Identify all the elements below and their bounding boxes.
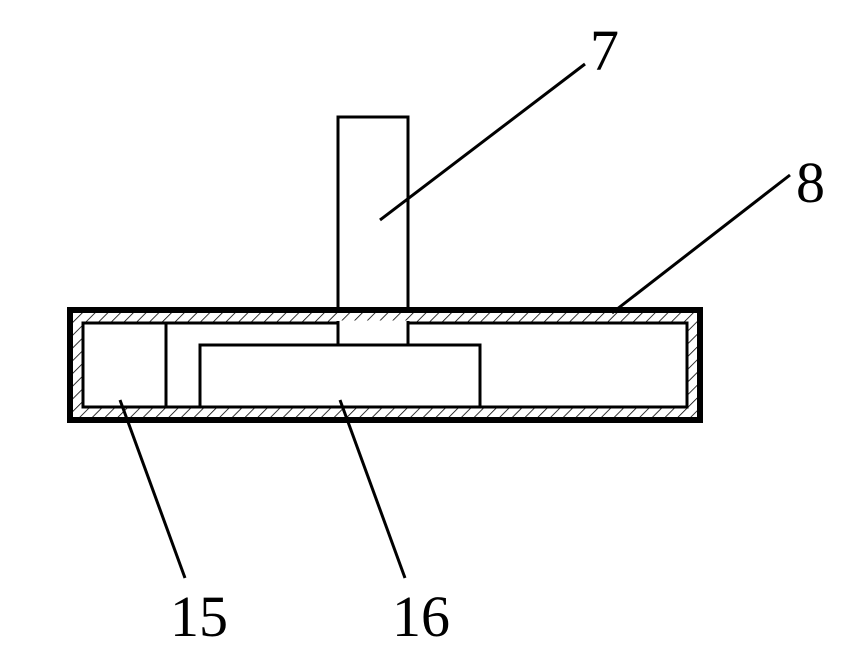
label-16: 16 <box>392 584 450 649</box>
label-15: 15 <box>170 584 228 649</box>
leader-ld15 <box>120 400 185 578</box>
part-7-shaft-fill <box>338 117 408 310</box>
label-7: 7 <box>590 18 619 83</box>
part-15-cavity <box>83 323 687 407</box>
label-8: 8 <box>796 150 825 215</box>
leader-ld16 <box>340 400 405 578</box>
leader-ld7 <box>380 64 585 220</box>
leader-ld8 <box>612 175 790 313</box>
